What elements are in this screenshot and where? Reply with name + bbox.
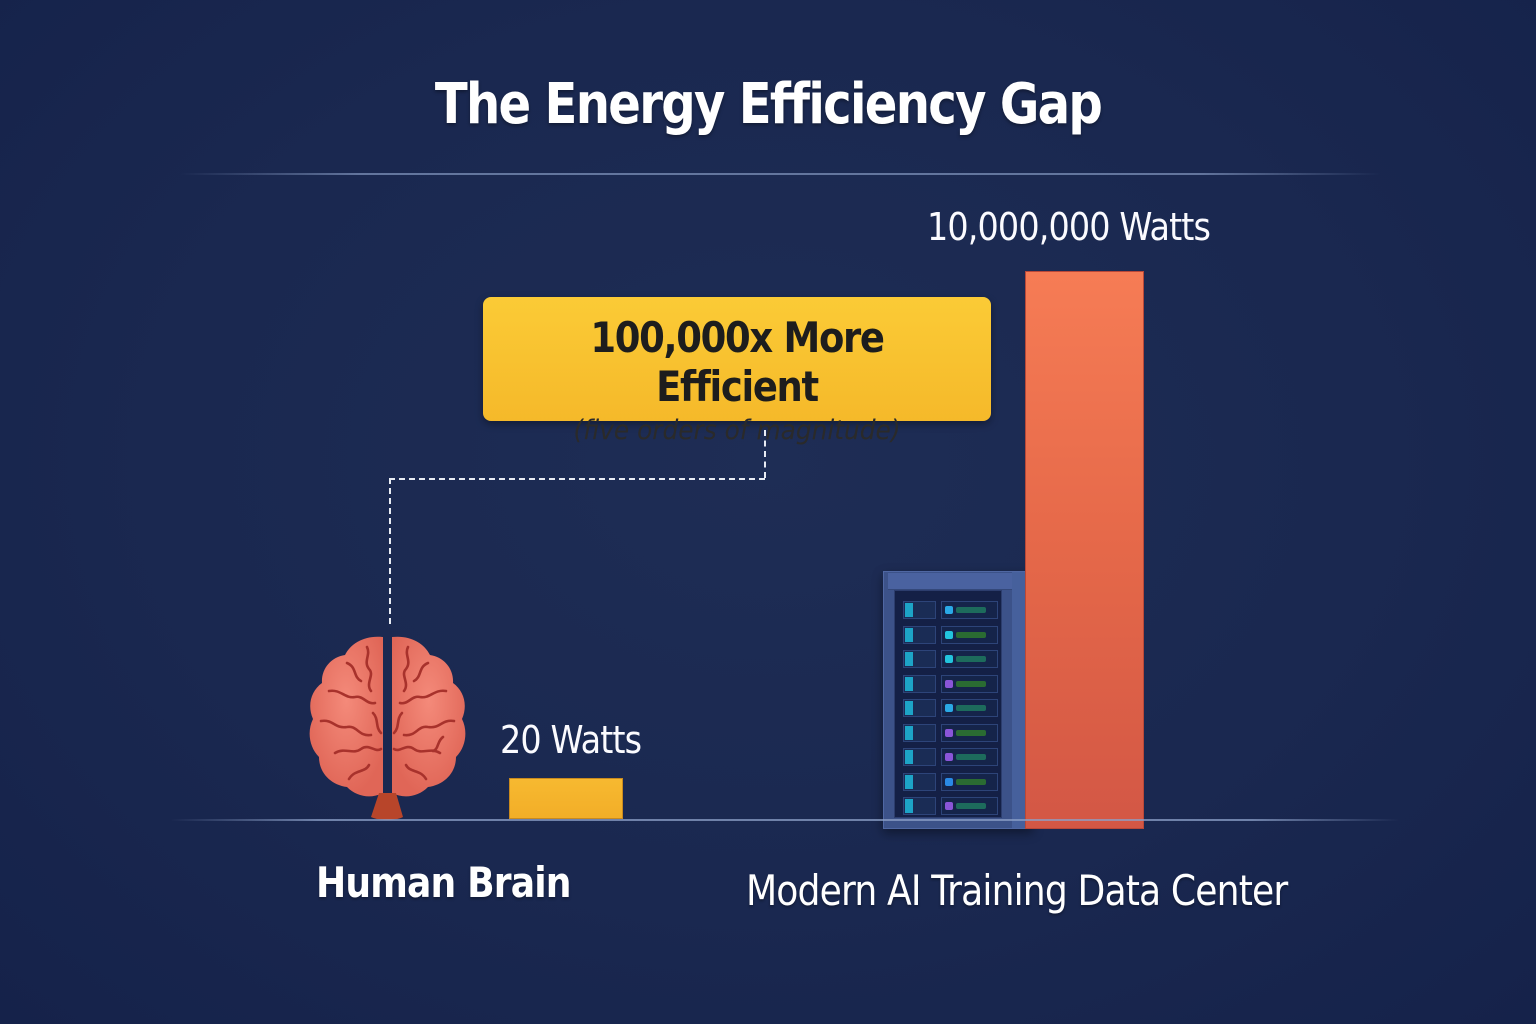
callout-headline: 100,000x More Efficient: [590, 313, 885, 411]
value-label-ai-data-center: 10,000,000 Watts: [927, 205, 1211, 249]
chart-baseline: [170, 819, 1400, 821]
rack-units: [894, 590, 1002, 818]
title-divider: [180, 173, 1380, 175]
server-unit: [903, 674, 1001, 693]
bar-ai-data-center: [1025, 271, 1144, 829]
callout-connector-line: [764, 430, 766, 478]
bar-human-brain: [509, 778, 623, 819]
server-rack-icon: [883, 571, 1033, 829]
category-label-ai-data-center: Modern AI Training Data Center: [746, 866, 1288, 915]
server-unit: [903, 797, 1001, 815]
callout-connector-line: [389, 478, 765, 480]
chart-title: The Energy Efficiency Gap: [434, 72, 1103, 137]
server-unit: [903, 699, 1001, 717]
server-unit: [903, 723, 1001, 742]
value-label-human-brain: 20 Watts: [500, 718, 642, 762]
server-unit: [903, 601, 1001, 619]
server-unit: [903, 748, 1001, 766]
callout-subtext: (five orders of magnitude): [573, 415, 901, 446]
category-label-human-brain: Human Brain: [316, 858, 571, 907]
brain-icon: [309, 636, 466, 820]
rack-top-panel: [888, 573, 1012, 590]
server-unit: [903, 625, 1001, 644]
callout-connector-line: [389, 478, 391, 624]
server-unit: [903, 650, 1001, 668]
efficiency-callout: 100,000x More Efficient (five orders of …: [483, 297, 991, 446]
server-unit: [903, 772, 1001, 791]
